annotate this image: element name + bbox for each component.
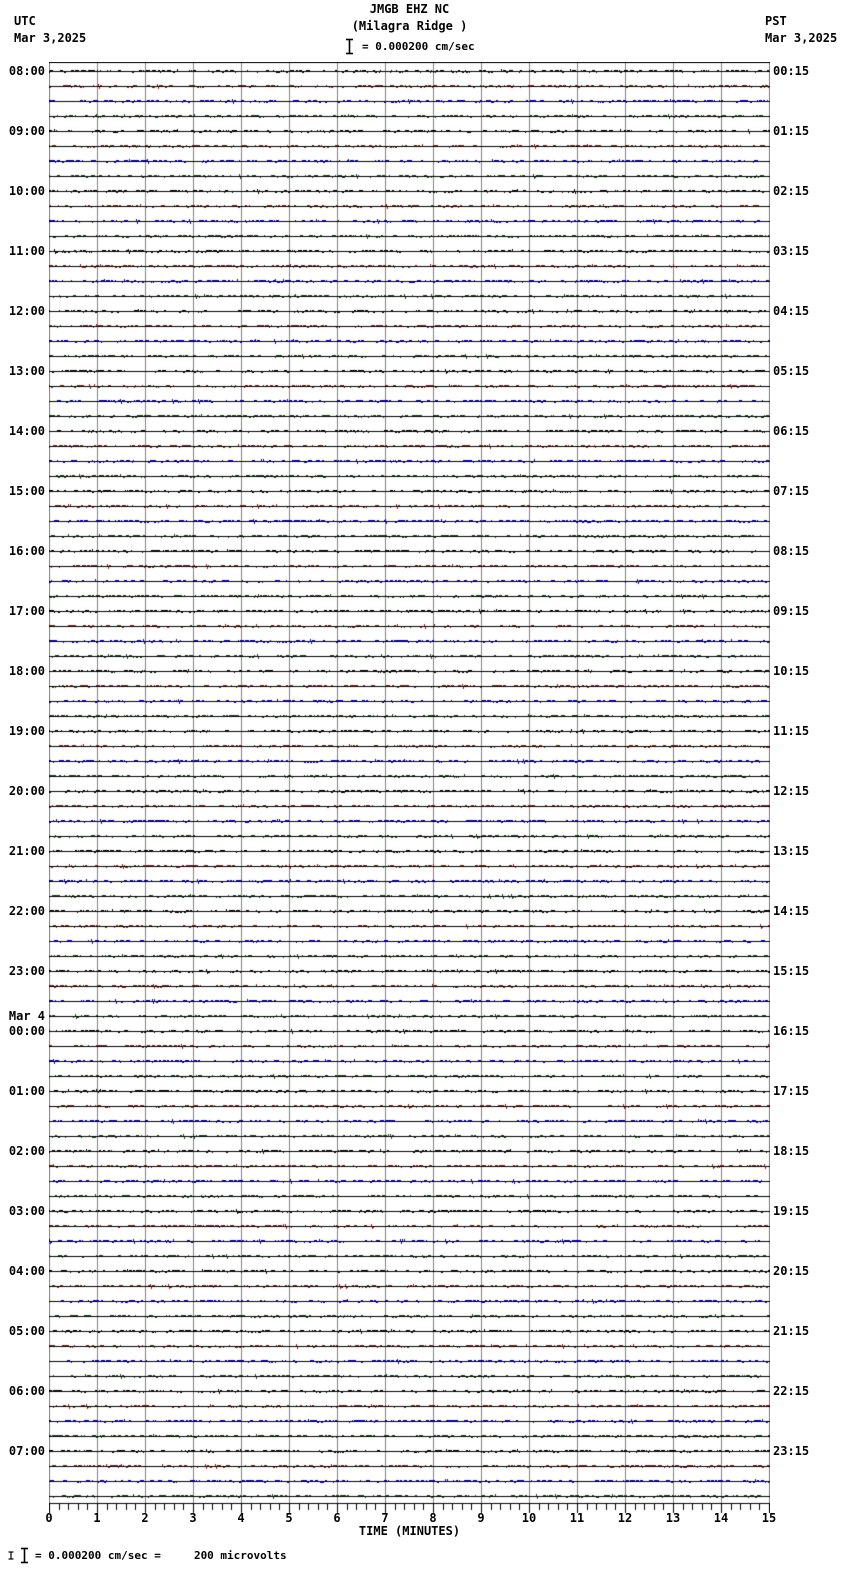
x-axis-tick-label: 11 [569, 1511, 585, 1525]
pst-hour-label: 04:15 [773, 304, 810, 318]
x-axis-tick-label: 14 [713, 1511, 729, 1525]
x-axis-tick-label: 4 [237, 1511, 245, 1525]
utc-hour-label: 13:00 [8, 364, 45, 378]
utc-hour-label: 14:00 [8, 424, 45, 438]
utc-hour-label: 00:00 [8, 1024, 45, 1038]
utc-hour-label: 05:00 [8, 1324, 45, 1338]
x-axis-tick-label: 2 [141, 1511, 149, 1525]
pst-hour-label: 00:15 [773, 64, 810, 78]
pst-hour-label: 09:15 [773, 604, 810, 618]
x-axis-tick-label: 10 [521, 1511, 537, 1525]
utc-hour-label: 23:00 [8, 964, 45, 978]
x-axis-tick-label: 3 [189, 1511, 197, 1525]
utc-hour-label: 04:00 [8, 1264, 45, 1278]
utc-hour-label: 06:00 [8, 1384, 45, 1398]
utc-hour-label: 19:00 [8, 724, 45, 738]
pst-hour-label: 05:15 [773, 364, 810, 378]
footer-scale-text: = 0.000200 cm/sec = 200 microvolts [35, 1549, 287, 1562]
pst-hour-label: 01:15 [773, 124, 810, 138]
x-axis-tick-label: 7 [381, 1511, 389, 1525]
pst-hour-label: 22:15 [773, 1384, 810, 1398]
seismogram-plot [49, 62, 770, 1517]
date-left-label: Mar 3,2025 [14, 31, 87, 45]
pst-hour-label: 07:15 [773, 484, 810, 498]
utc-hour-label: 01:00 [8, 1084, 45, 1098]
scale-value-text: = 0.000200 cm/sec [362, 40, 475, 53]
utc-hour-label: 12:00 [8, 304, 45, 318]
pst-hour-label: 17:15 [773, 1084, 810, 1098]
pst-hour-label: 15:15 [773, 964, 810, 978]
pst-hour-label: 12:15 [773, 784, 810, 798]
x-axis-tick-label: 6 [333, 1511, 341, 1525]
utc-hour-label: 20:00 [8, 784, 45, 798]
utc-hour-label: 22:00 [8, 904, 45, 918]
utc-hour-label: 15:00 [8, 484, 45, 498]
date-right-label: Mar 3,2025 [765, 31, 838, 45]
utc-hour-label: 07:00 [8, 1444, 45, 1458]
station-title: JMGB EHZ NC [369, 2, 450, 16]
pst-hour-label: 08:15 [773, 544, 810, 558]
utc-hour-label: 21:00 [8, 844, 45, 858]
pst-hour-label: 02:15 [773, 184, 810, 198]
pst-hour-label: 06:15 [773, 424, 810, 438]
timezone-left-label: UTC [14, 14, 36, 28]
pst-hour-label: 21:15 [773, 1324, 810, 1338]
pst-hour-label: 16:15 [773, 1024, 810, 1038]
utc-hour-label: 02:00 [8, 1144, 45, 1158]
pst-hour-label: 19:15 [773, 1204, 810, 1218]
footer-scale-bar-icon [20, 1547, 29, 1564]
utc-hour-label: 17:00 [8, 604, 45, 618]
utc-hour-label: 18:00 [8, 664, 45, 678]
x-axis-tick-label: 8 [429, 1511, 437, 1525]
station-location: (Milagra Ridge ) [351, 19, 468, 33]
pst-hour-label: 13:15 [773, 844, 810, 858]
scale-bar-icon [345, 38, 354, 55]
utc-hour-label: 16:00 [8, 544, 45, 558]
utc-hour-label: 08:00 [8, 64, 45, 78]
pst-hour-label: 14:15 [773, 904, 810, 918]
footer-mini-scale-icon [8, 1551, 14, 1560]
pst-hour-label: 11:15 [773, 724, 810, 738]
x-axis-title: TIME (MINUTES) [358, 1524, 461, 1538]
pst-hour-label: 23:15 [773, 1444, 810, 1458]
pst-hour-label: 10:15 [773, 664, 810, 678]
x-axis-tick-label: 15 [761, 1511, 777, 1525]
utc-hour-label: 11:00 [8, 244, 45, 258]
timezone-right-label: PST [765, 14, 787, 28]
pst-hour-label: 20:15 [773, 1264, 810, 1278]
x-axis-tick-label: 12 [617, 1511, 633, 1525]
utc-hour-label: 09:00 [8, 124, 45, 138]
pst-hour-label: 03:15 [773, 244, 810, 258]
x-axis-tick-label: 9 [477, 1511, 485, 1525]
utc-hour-label: 03:00 [8, 1204, 45, 1218]
utc-date-label: Mar 4 [8, 1009, 45, 1023]
pst-hour-label: 18:15 [773, 1144, 810, 1158]
x-axis-tick-label: 5 [285, 1511, 293, 1525]
x-axis-tick-label: 1 [93, 1511, 101, 1525]
utc-hour-label: 10:00 [8, 184, 45, 198]
x-axis-tick-label: 13 [665, 1511, 681, 1525]
x-axis-tick-label: 0 [45, 1511, 53, 1525]
